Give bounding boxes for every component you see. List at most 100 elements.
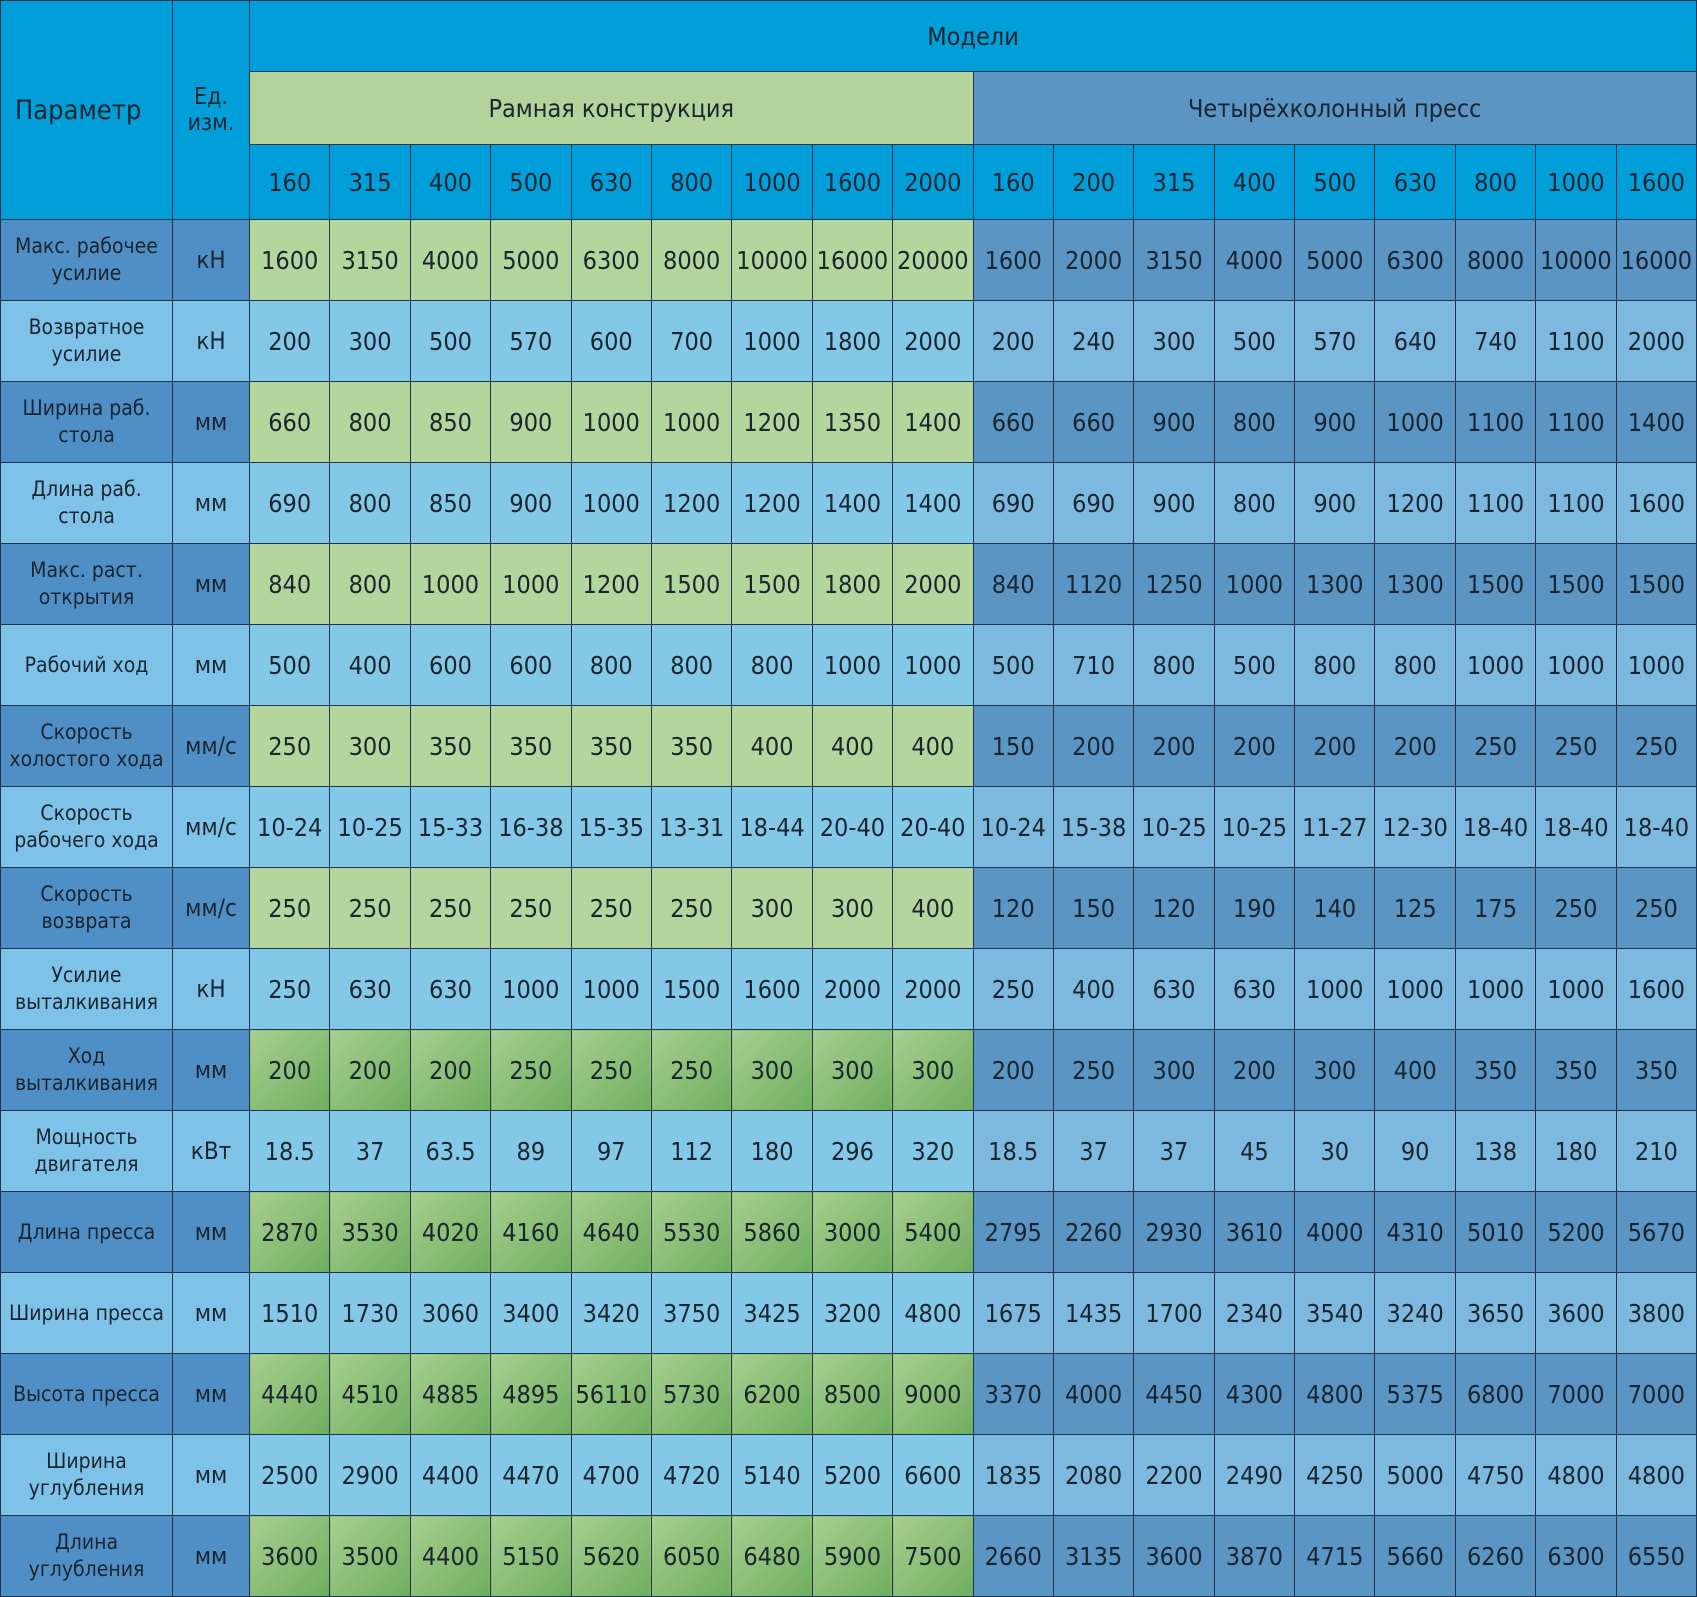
four-column-value-cell: 500 (972, 624, 1054, 706)
unit-cell: кВт (172, 1110, 250, 1192)
four-column-value-cell: 3650 (1454, 1272, 1537, 1354)
parameter-header: Параметр (0, 0, 173, 220)
four-column-value-cell: 175 (1454, 867, 1537, 949)
frame-value-cell: 4720 (650, 1434, 733, 1516)
frame-value-cell: 400 (892, 867, 974, 949)
frame-value-cell: 4800 (892, 1272, 974, 1354)
four-column-value-cell: 1100 (1535, 462, 1617, 544)
four-column-value-cell: 1120 (1052, 543, 1135, 625)
four-column-value-cell: 1600 (972, 219, 1054, 301)
table-row: Макс. раст. открытия мм 840 800 1000 1000 1200… (0, 543, 1697, 625)
four-column-value-cell: 1600 (1615, 948, 1697, 1030)
frame-value-cell: 600 (490, 624, 572, 706)
table-row: Длина раб. стола мм 690 800 850 900 1000 1200 12… (0, 462, 1697, 544)
frame-value-cell: 5730 (650, 1353, 733, 1435)
four-column-value-cell: 1000 (1535, 624, 1617, 706)
four-column-value-cell: 690 (1052, 462, 1135, 544)
frame-value-cell: 250 (490, 1029, 572, 1111)
frame-value-cell: 2500 (248, 1434, 331, 1516)
four-column-value-cell: 200 (1133, 705, 1215, 787)
four-column-value-cell: 630 (1133, 948, 1215, 1030)
four-column-model-header: 400 (1213, 144, 1296, 220)
four-column-value-cell: 840 (972, 543, 1054, 625)
four-column-value-cell: 4300 (1213, 1353, 1296, 1435)
frame-value-cell: 3060 (409, 1272, 492, 1354)
four-column-value-cell: 1000 (1213, 543, 1296, 625)
frame-value-cell: 350 (409, 705, 492, 787)
frame-value-cell: 3000 (811, 1191, 894, 1273)
table-row: Ширина пресса мм 1510 1730 3060 3400 3420 3750 3… (0, 1272, 1697, 1354)
frame-value-cell: 4160 (490, 1191, 572, 1273)
four-column-value-cell: 1000 (1374, 381, 1456, 463)
table-row: Ход выталкивания мм 200 200 200 250 250 250 300 3… (0, 1029, 1697, 1111)
frame-value-cell: 1400 (892, 381, 974, 463)
frame-value-cell: 1800 (811, 300, 894, 382)
four-column-value-cell: 800 (1133, 624, 1215, 706)
frame-value-cell: 3200 (811, 1272, 894, 1354)
frame-value-cell: 1000 (570, 948, 652, 1030)
frame-value-cell: 300 (811, 1029, 894, 1111)
frame-value-cell: 660 (248, 381, 331, 463)
frame-value-cell: 1000 (490, 543, 572, 625)
four-column-value-cell: 660 (972, 381, 1054, 463)
frame-value-cell: 250 (248, 948, 331, 1030)
four-column-value-cell: 10000 (1535, 219, 1617, 301)
frame-value-cell: 1730 (329, 1272, 411, 1354)
four-column-value-cell: 200 (1052, 705, 1135, 787)
four-column-value-cell: 250 (1052, 1029, 1135, 1111)
four-column-value-cell: 250 (972, 948, 1054, 1030)
frame-value-cell: 300 (329, 300, 411, 382)
frame-value-cell: 7500 (892, 1515, 974, 1597)
four-column-value-cell: 200 (972, 1029, 1054, 1111)
frame-value-cell: 1000 (570, 381, 652, 463)
table-row: Усилие выталкивания кН 250 630 630 1000 1000 15… (0, 948, 1697, 1030)
frame-value-cell: 690 (248, 462, 331, 544)
table-row: Длина пресса мм 2870 3530 4020 4160 4640 5530 58… (0, 1191, 1697, 1273)
four-column-value-cell: 900 (1133, 381, 1215, 463)
frame-value-cell: 3500 (329, 1515, 411, 1597)
frame-value-cell: 4470 (490, 1434, 572, 1516)
four-column-value-cell: 10-24 (972, 786, 1054, 868)
four-column-value-cell: 1435 (1052, 1272, 1135, 1354)
four-column-value-cell: 4250 (1294, 1434, 1376, 1516)
frame-value-cell: 840 (248, 543, 331, 625)
four-column-value-cell: 4310 (1374, 1191, 1456, 1273)
frame-value-cell: 6200 (731, 1353, 813, 1435)
frame-model-header: 315 (329, 144, 411, 220)
frame-value-cell: 10-24 (248, 786, 331, 868)
four-column-value-cell: 250 (1535, 867, 1617, 949)
four-column-value-cell: 1100 (1535, 381, 1617, 463)
four-column-value-cell: 400 (1052, 948, 1135, 1030)
four-column-value-cell: 5375 (1374, 1353, 1456, 1435)
frame-value-cell: 600 (570, 300, 652, 382)
four-column-value-cell: 2000 (1615, 300, 1697, 382)
four-column-value-cell: 150 (1052, 867, 1135, 949)
frame-value-cell: 250 (650, 867, 733, 949)
four-column-value-cell: 800 (1213, 462, 1296, 544)
frame-value-cell: 800 (650, 624, 733, 706)
frame-value-cell: 15-33 (409, 786, 492, 868)
frame-value-cell: 500 (409, 300, 492, 382)
four-column-model-header: 1600 (1615, 144, 1697, 220)
frame-value-cell: 900 (490, 462, 572, 544)
frame-value-cell: 320 (892, 1110, 974, 1192)
unit-cell: мм (172, 543, 250, 625)
frame-value-cell: 1600 (248, 219, 331, 301)
frame-value-cell: 200 (409, 1029, 492, 1111)
table-row: Длина углубления мм 3600 3500 4400 5150 5620 60… (0, 1515, 1697, 1597)
frame-value-cell: 250 (248, 705, 331, 787)
frame-value-cell: 850 (409, 381, 492, 463)
frame-value-cell: 300 (731, 867, 813, 949)
four-column-value-cell: 4800 (1535, 1434, 1617, 1516)
frame-value-cell: 63.5 (409, 1110, 492, 1192)
frame-value-cell: 1200 (570, 543, 652, 625)
four-column-value-cell: 190 (1213, 867, 1296, 949)
frame-value-cell: 1500 (731, 543, 813, 625)
unit-cell: мм (172, 462, 250, 544)
frame-value-cell: 4510 (329, 1353, 411, 1435)
frame-value-cell: 20000 (892, 219, 974, 301)
frame-value-cell: 200 (248, 300, 331, 382)
four-column-model-header: 500 (1294, 144, 1376, 220)
four-column-value-cell: 6260 (1454, 1515, 1537, 1597)
